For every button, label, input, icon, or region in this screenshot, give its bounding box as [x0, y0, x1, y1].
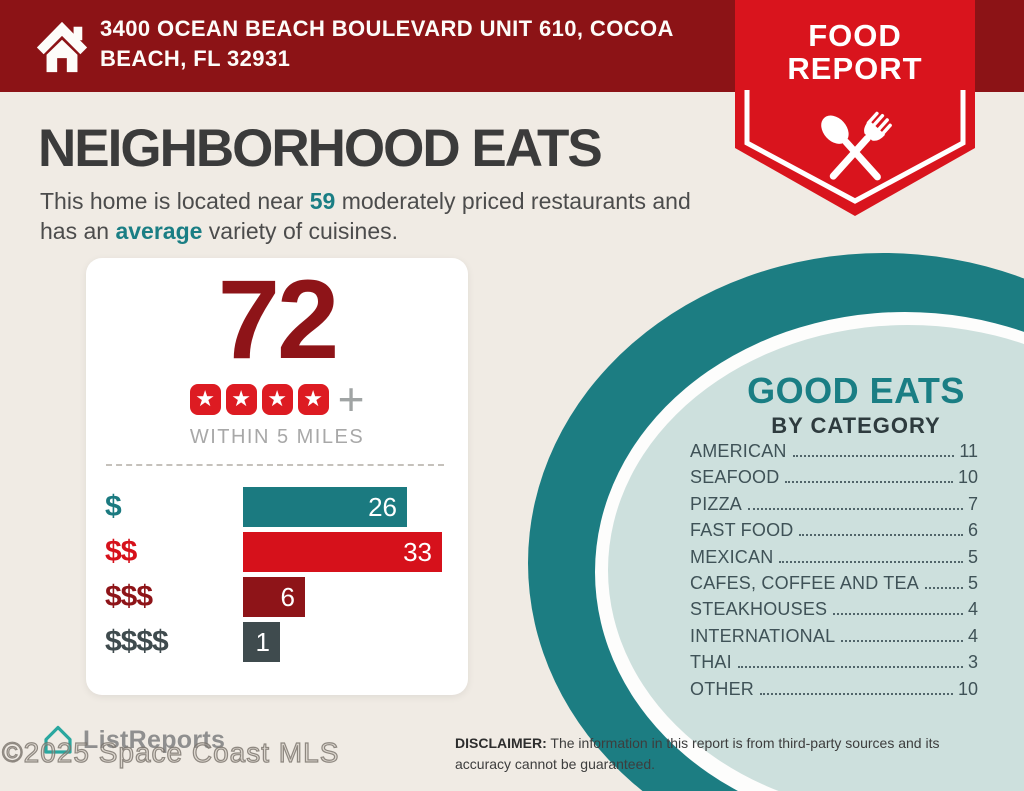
- category-label: STEAKHOUSES: [690, 599, 828, 620]
- price-bar-chart: $ 26 $$ 33 $$$ 6 $$$$ 1: [86, 487, 468, 662]
- variety-highlight: average: [115, 218, 203, 244]
- listreports-logo: ListReports: [40, 722, 225, 758]
- star-rating: ★ ★ ★ ★ +: [86, 373, 468, 425]
- category-label: THAI: [690, 652, 732, 673]
- ribbon-title-line1: FOOD: [808, 18, 902, 53]
- price-bar: 6: [243, 577, 305, 617]
- price-bar: 1: [243, 622, 280, 662]
- leader-dots: [833, 613, 963, 616]
- restaurant-count: 59: [309, 188, 336, 214]
- leader-dots: [841, 639, 963, 642]
- category-row: MEXICAN 5: [690, 547, 978, 573]
- category-count: 5: [967, 572, 978, 593]
- category-label: FAST FOOD: [690, 520, 794, 541]
- mls-watermark: ©2025 Space Coast MLS: [1, 736, 340, 768]
- good-eats-title: GOOD EATS: [747, 370, 965, 411]
- price-level-label: $$$$: [105, 625, 169, 658]
- category-row: PIZZA 7: [690, 494, 978, 520]
- price-bar-value: 1: [255, 626, 270, 657]
- category-count: 3: [967, 652, 978, 673]
- category-row: AMERICAN 11: [690, 441, 978, 467]
- score-card: 72 ★ ★ ★ ★ + WITHIN 5 MILES $ 26 $$ 33 $$$ …: [86, 258, 468, 695]
- category-row: OTHER 10: [690, 679, 978, 705]
- good-eats-header: GOOD EATS BY CATEGORY: [706, 370, 1006, 439]
- leader-dots: [799, 534, 963, 537]
- category-label: OTHER: [690, 678, 754, 699]
- category-count: 4: [967, 625, 978, 646]
- leader-dots: [924, 586, 963, 589]
- address-line1: 3400 OCEAN BEACH BOULEVARD UNIT 610, COC…: [100, 16, 674, 41]
- category-count: 6: [967, 520, 978, 541]
- disclaimer-label: DISCLAIMER:: [455, 735, 547, 751]
- category-row: SEAFOOD 10: [690, 467, 978, 493]
- category-label: INTERNATIONAL: [690, 625, 836, 646]
- intro-mid: moderately priced restaurants and has an: [40, 188, 691, 244]
- leader-dots: [779, 560, 963, 563]
- category-count: 10: [957, 467, 978, 488]
- price-bar-row: $$$ 6: [105, 577, 468, 617]
- plus-icon: +: [337, 373, 365, 425]
- category-row: STEAKHOUSES 4: [690, 599, 978, 625]
- price-bar-value: 26: [368, 491, 397, 522]
- category-row: INTERNATIONAL 4: [690, 626, 978, 652]
- ribbon-title-line2: REPORT: [787, 51, 923, 86]
- radius-label: WITHIN 5 MILES: [189, 426, 365, 448]
- leader-dots: [737, 666, 963, 669]
- price-bar-value: 6: [280, 581, 295, 612]
- category-row: FAST FOOD 6: [690, 520, 978, 546]
- price-bar-row: $$ 33: [105, 532, 468, 572]
- star-icon: ★: [297, 383, 329, 415]
- house-icon: [34, 19, 90, 80]
- category-row: THAI 3: [690, 652, 978, 678]
- star-icon: ★: [261, 383, 293, 415]
- logo-text: ListReports: [83, 725, 226, 754]
- price-level-label: $$: [105, 535, 137, 568]
- price-bar-value: 33: [403, 536, 432, 567]
- leader-dots: [748, 507, 963, 510]
- star-icon: ★: [225, 383, 257, 415]
- dashed-divider: [106, 464, 444, 466]
- food-report-ribbon: FOOD REPORT: [735, 0, 975, 218]
- price-level-label: $: [105, 490, 122, 523]
- address-line2: BEACH, FL 32931: [100, 46, 291, 71]
- price-level-label: $$$: [105, 580, 153, 613]
- disclaimer-text: The information in this report is from t…: [455, 735, 940, 772]
- page-title: NEIGHBORHOOD EATS: [38, 119, 603, 178]
- category-count: 4: [967, 599, 978, 620]
- price-bar: 33: [243, 532, 442, 572]
- intro-post: variety of cuisines.: [202, 218, 399, 244]
- star-tiles: ★ ★ ★ ★: [189, 383, 329, 415]
- intro-pre: This home is located near: [40, 188, 310, 214]
- category-label: SEAFOOD: [690, 467, 780, 488]
- logo-house-icon: [44, 725, 72, 754]
- category-count: 11: [959, 441, 978, 461]
- star-icon: ★: [189, 383, 221, 415]
- disclaimer: DISCLAIMER: The information in this repo…: [455, 733, 980, 775]
- property-address: 3400 OCEAN BEACH BOULEVARD UNIT 610, COC…: [100, 14, 720, 74]
- category-count: 5: [967, 546, 978, 567]
- intro-paragraph: This home is located near 59 moderately …: [40, 186, 730, 246]
- price-bar-row: $$$$ 1: [105, 622, 468, 662]
- category-count: 10: [957, 678, 978, 699]
- price-bar: 26: [243, 487, 407, 527]
- price-bar-row: $ 26: [105, 487, 468, 527]
- leader-dots: [760, 692, 953, 695]
- ribbon-title: FOOD REPORT: [735, 19, 975, 85]
- category-label: MEXICAN: [690, 546, 774, 567]
- spoon-fork-icon: [821, 111, 892, 181]
- category-label: PIZZA: [690, 493, 743, 514]
- leader-dots: [792, 455, 955, 457]
- category-label: CAFES, COFFEE AND TEA: [690, 572, 919, 593]
- category-row: CAFES, COFFEE AND TEA 5: [690, 573, 978, 599]
- category-count: 7: [967, 493, 978, 514]
- restaurant-score: 72: [217, 257, 340, 382]
- good-eats-list: AMERICAN 11 SEAFOOD 10 PIZZA 7 FAST FOOD…: [690, 441, 978, 705]
- category-label: AMERICAN: [690, 441, 787, 461]
- good-eats-subtitle: BY CATEGORY: [771, 413, 941, 438]
- leader-dots: [785, 481, 953, 484]
